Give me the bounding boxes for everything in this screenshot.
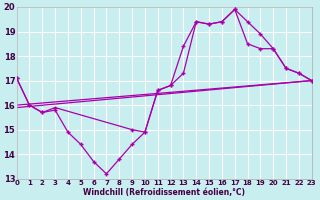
X-axis label: Windchill (Refroidissement éolien,°C): Windchill (Refroidissement éolien,°C): [83, 188, 245, 197]
